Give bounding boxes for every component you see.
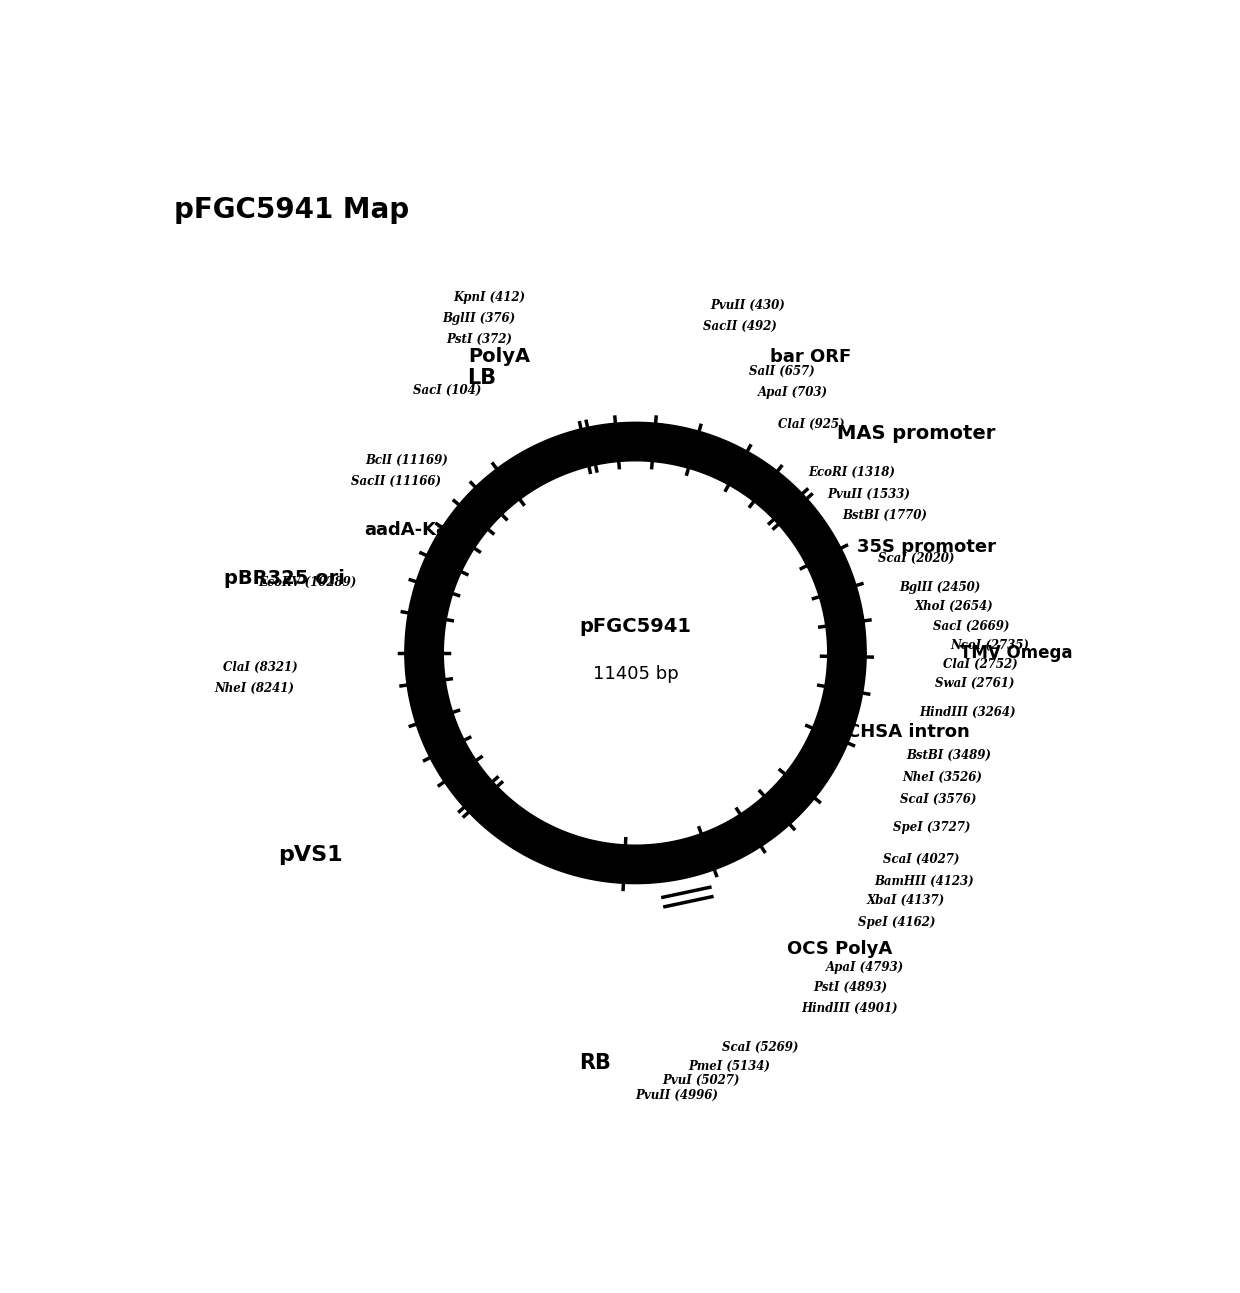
Text: BamHII (4123): BamHII (4123)	[874, 875, 973, 888]
Text: pVS1: pVS1	[278, 844, 342, 865]
Text: pBR325 ori: pBR325 ori	[224, 569, 345, 587]
Text: PvuII (4996): PvuII (4996)	[635, 1089, 718, 1102]
Text: RB: RB	[579, 1054, 611, 1073]
Text: ApaI (703): ApaI (703)	[758, 387, 827, 400]
Text: BclI (11169): BclI (11169)	[366, 454, 448, 467]
Text: SpeI (3727): SpeI (3727)	[893, 821, 971, 834]
Polygon shape	[405, 423, 866, 883]
Text: OCS PolyA: OCS PolyA	[787, 940, 893, 958]
Text: ClaI (925): ClaI (925)	[777, 418, 844, 431]
Text: NheI (3526): NheI (3526)	[903, 772, 982, 785]
Text: PstI (4893): PstI (4893)	[813, 981, 888, 994]
Text: pFGC5941 Map: pFGC5941 Map	[174, 197, 409, 225]
Text: NcoI (2735): NcoI (2735)	[951, 639, 1029, 652]
Text: PvuII (1533): PvuII (1533)	[828, 487, 910, 500]
Text: ScaI (3576): ScaI (3576)	[900, 793, 976, 806]
Text: SacII (492): SacII (492)	[703, 319, 776, 332]
Text: NheI (8241): NheI (8241)	[215, 681, 294, 696]
Text: XbaI (4137): XbaI (4137)	[866, 895, 945, 908]
Text: ScaI (5269): ScaI (5269)	[722, 1041, 799, 1054]
Text: 11405 bp: 11405 bp	[593, 665, 678, 683]
Text: ApaI (4793): ApaI (4793)	[826, 961, 904, 974]
Text: aadA-KanR: aadA-KanR	[365, 521, 475, 539]
Text: KpnI (412): KpnI (412)	[453, 291, 525, 304]
Text: HindIII (4901): HindIII (4901)	[801, 1002, 898, 1015]
Text: BglII (2450): BglII (2450)	[900, 581, 981, 593]
Text: TMV Omega: TMV Omega	[960, 644, 1073, 662]
Text: SwaI (2761): SwaI (2761)	[935, 678, 1014, 690]
Text: PstI (372): PstI (372)	[446, 334, 512, 347]
Text: MAS promoter: MAS promoter	[837, 424, 996, 443]
Text: SalI (657): SalI (657)	[749, 365, 815, 378]
Text: XhoI (2654): XhoI (2654)	[914, 600, 993, 613]
Text: HindIII (3264): HindIII (3264)	[919, 706, 1016, 719]
Text: EcoRV (10289): EcoRV (10289)	[259, 577, 357, 590]
Text: PolyA: PolyA	[467, 348, 531, 366]
Text: BglII (376): BglII (376)	[443, 312, 516, 325]
Text: LB: LB	[467, 369, 496, 388]
Text: SacII (11166): SacII (11166)	[351, 476, 441, 489]
Text: PvuII (430): PvuII (430)	[711, 299, 785, 312]
Text: pFGC5941: pFGC5941	[579, 617, 692, 636]
Text: BstBI (3489): BstBI (3489)	[906, 749, 991, 763]
Text: ScaI (2020): ScaI (2020)	[878, 552, 954, 565]
Text: EcoRI (1318): EcoRI (1318)	[808, 465, 895, 478]
Text: SpeI (4162): SpeI (4162)	[858, 915, 936, 928]
Text: ClaI (2752): ClaI (2752)	[942, 658, 1018, 671]
Text: bar ORF: bar ORF	[770, 348, 852, 366]
Text: PmeI (5134): PmeI (5134)	[688, 1060, 770, 1073]
Text: SacI (104): SacI (104)	[413, 384, 481, 397]
Text: ClaI (8321): ClaI (8321)	[223, 661, 298, 674]
Text: ScaI (4027): ScaI (4027)	[883, 853, 960, 866]
Text: CHSA intron: CHSA intron	[847, 723, 970, 741]
Text: BstBI (1770): BstBI (1770)	[842, 509, 928, 522]
Text: PvuI (5027): PvuI (5027)	[662, 1074, 740, 1087]
Text: SacI (2669): SacI (2669)	[934, 619, 1009, 632]
Text: 35S promoter: 35S promoter	[857, 538, 996, 556]
